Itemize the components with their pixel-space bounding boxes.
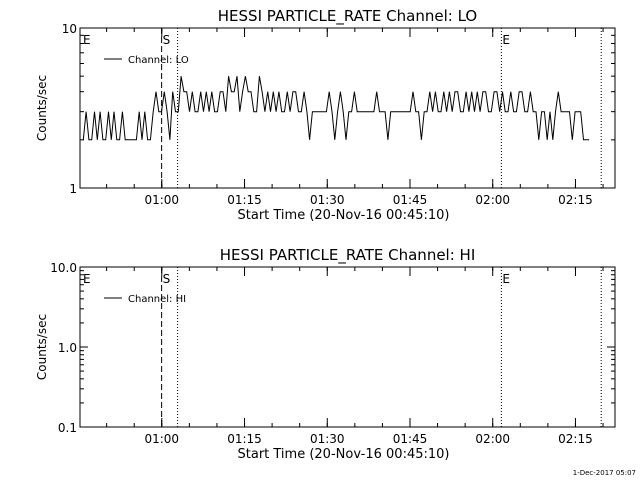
series-line-lo bbox=[82, 76, 590, 141]
x-tick-label: 01:30 bbox=[310, 432, 345, 446]
event-marker-label: E bbox=[502, 272, 510, 286]
x-tick-label: 01:00 bbox=[144, 432, 179, 446]
x-tick-label: 02:15 bbox=[558, 432, 593, 446]
event-marker-label: E bbox=[83, 272, 91, 286]
event-marker-label: E bbox=[83, 33, 91, 47]
legend-label: Channel: LO bbox=[128, 55, 189, 66]
x-tick-label: 01:45 bbox=[393, 432, 428, 446]
y-axis-label: Counts/sec bbox=[35, 75, 49, 141]
plot-frame bbox=[79, 27, 616, 189]
x-axis-label: Start Time (20-Nov-16 00:45:10) bbox=[238, 208, 450, 223]
plot-frame bbox=[79, 266, 616, 428]
x-tick-label: 01:15 bbox=[227, 432, 262, 446]
x-tick-label: 01:15 bbox=[227, 193, 262, 207]
x-tick-label: 01:30 bbox=[310, 193, 345, 207]
footer-timestamp: 1-Dec-2017 05:07 bbox=[572, 469, 636, 477]
x-tick-label: 02:00 bbox=[475, 193, 510, 207]
y-tick-label: 1 bbox=[69, 182, 77, 196]
x-tick-label: 02:15 bbox=[558, 193, 593, 207]
x-tick-label: 01:00 bbox=[144, 193, 179, 207]
event-marker-label: E bbox=[502, 33, 510, 47]
y-tick-label: 1.0 bbox=[58, 341, 77, 355]
chart-panel-hi: HESSI PARTICLE_RATE Channel: HI 0.1 1.0 10.… bbox=[35, 246, 616, 462]
chart-title: HESSI PARTICLE_RATE Channel: LO bbox=[218, 7, 477, 26]
chart-panel-lo: HESSI PARTICLE_RATE Channel: LO 1 10 Counts… bbox=[35, 7, 616, 223]
y-axis-label: Counts/sec bbox=[35, 314, 49, 380]
x-tick-label: 01:45 bbox=[393, 193, 428, 207]
chart-title: HESSI PARTICLE_RATE Channel: HI bbox=[220, 246, 476, 265]
event-marker-label: S bbox=[163, 33, 171, 47]
y-tick-label: 10 bbox=[62, 22, 77, 36]
legend-label: Channel: HI bbox=[128, 294, 186, 305]
x-axis-label: Start Time (20-Nov-16 00:45:10) bbox=[238, 447, 450, 462]
y-tick-label: 0.1 bbox=[58, 421, 77, 435]
y-tick-label: 10.0 bbox=[50, 261, 77, 275]
x-tick-label: 02:00 bbox=[475, 432, 510, 446]
event-marker-label: S bbox=[163, 272, 171, 286]
